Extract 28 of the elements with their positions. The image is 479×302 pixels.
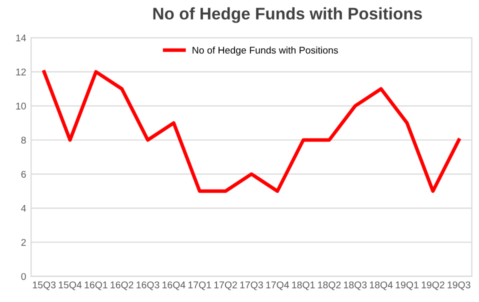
- legend-label: No of Hedge Funds with Positions: [192, 46, 338, 56]
- y-tick-label: 0: [21, 273, 26, 280]
- x-tick-label: 16Q4: [162, 281, 186, 290]
- x-tick-label: 17Q4: [266, 281, 290, 290]
- x-tick-label: 16Q2: [110, 281, 134, 290]
- y-tick-label: 8: [21, 136, 26, 144]
- y-tick-label: 2: [21, 238, 26, 246]
- x-tick-label: 18Q3: [344, 281, 367, 290]
- x-tick-label: 16Q3: [136, 281, 160, 290]
- line-series: [42, 70, 461, 193]
- x-tick-label: 17Q2: [214, 281, 237, 290]
- x-tick-label: 18Q1: [292, 281, 315, 290]
- x-tick-label: 17Q3: [240, 281, 263, 290]
- x-tick-label: 19Q1: [396, 281, 418, 290]
- x-tick-label: 15Q3: [32, 281, 56, 290]
- x-tick-label: 18Q4: [370, 281, 393, 290]
- y-tick-label: 4: [21, 205, 26, 212]
- x-tick-label: 16Q1: [84, 281, 108, 290]
- x-tick-label: 17Q1: [188, 281, 212, 290]
- x-tick-label: 19Q2: [422, 281, 444, 290]
- y-tick-label: 12: [16, 68, 26, 76]
- y-tick-label: 6: [21, 170, 26, 178]
- x-tick-label: 18Q2: [318, 281, 341, 290]
- y-tick-label: 14: [16, 34, 26, 42]
- x-tick-label: 15Q4: [58, 281, 82, 290]
- x-tick-label: 19Q3: [448, 281, 470, 290]
- y-tick-label: 10: [16, 102, 26, 110]
- chart-title: No of Hedge Funds with Positions: [153, 7, 422, 23]
